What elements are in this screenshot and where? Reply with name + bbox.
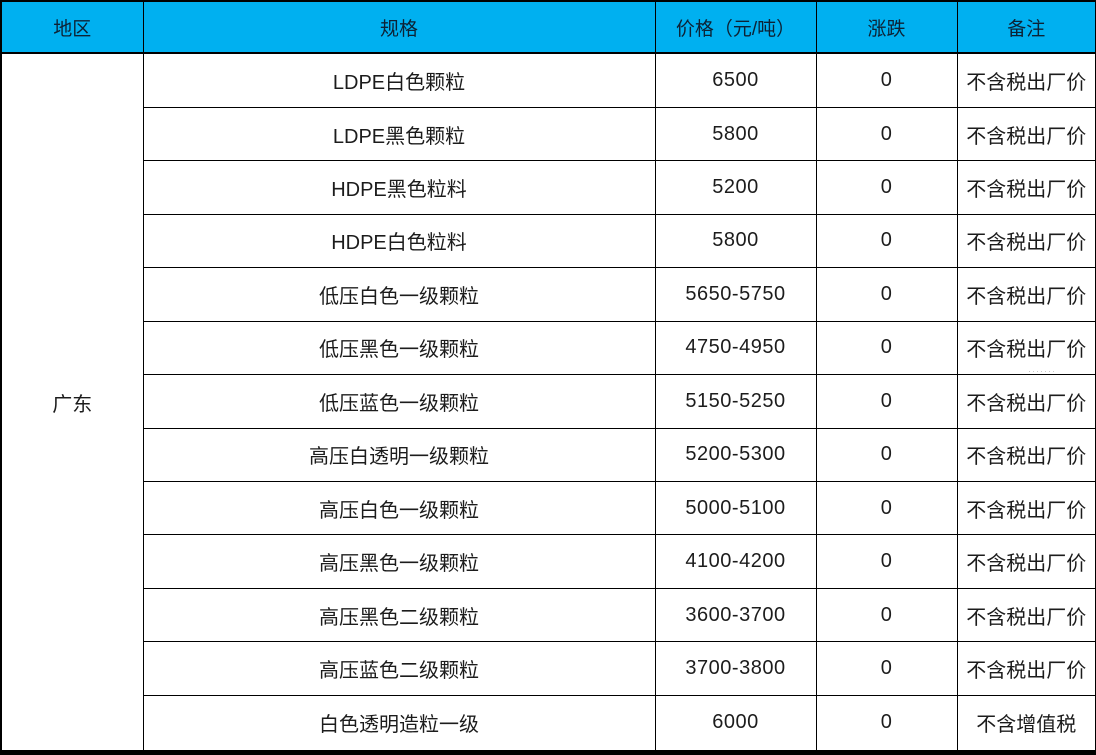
price-cell: 5150-5250 <box>654 374 817 429</box>
note-cell: 不含税出厂价 <box>956 374 1096 429</box>
spec-cell: 白色透明造粒一级 <box>142 694 656 754</box>
price-cell: 5800 <box>654 106 817 162</box>
price-cell: 5800 <box>654 213 817 269</box>
note-cell: 不含税出厂价 <box>956 641 1096 696</box>
price-cell: 6000 <box>654 694 817 754</box>
change-cell: 0 <box>815 427 958 483</box>
table-row: HDPE白色粒料 5800 0 不含税出厂价 <box>1 213 1096 269</box>
note-cell: 不含税出厂价 <box>956 481 1096 536</box>
price-cell: 5200-5300 <box>654 427 817 483</box>
table-row: LDPE黑色颗粒 5800 0 不含税出厂价 <box>1 106 1096 162</box>
note-cell: 不含税出厂价 <box>956 320 1096 376</box>
spec-cell: 高压白色一级颗粒 <box>142 481 656 536</box>
header-price: 价格（元/吨） <box>654 0 817 54</box>
spec-cell: 低压蓝色一级颗粒 <box>142 374 656 429</box>
spec-cell: 高压黑色二级颗粒 <box>142 587 656 643</box>
change-cell: 0 <box>815 481 958 536</box>
note-cell: 不含税出厂价 <box>956 534 1096 589</box>
spec-cell: LDPE白色颗粒 <box>142 52 656 108</box>
table-row: 白色透明造粒一级 6000 0 不含增值税 <box>1 694 1096 754</box>
spec-cell: 高压黑色一级颗粒 <box>142 534 656 589</box>
change-cell: 0 <box>815 160 958 215</box>
region-cell: 广东 <box>0 52 144 753</box>
spec-cell: 高压蓝色二级颗粒 <box>142 641 656 696</box>
spec-cell: 低压黑色一级颗粒 <box>142 320 656 376</box>
change-cell: 0 <box>815 106 958 162</box>
note-cell: 不含增值税 <box>956 694 1096 754</box>
price-cell: 5000-5100 <box>654 481 817 536</box>
spec-cell: 低压白色一级颗粒 <box>142 267 656 322</box>
header-note: 备注 <box>956 0 1096 54</box>
change-cell: 0 <box>815 587 958 643</box>
header-row: 地区 规格 价格（元/吨） 涨跌 备注 <box>0 0 1096 54</box>
header-change: 涨跌 <box>815 0 958 54</box>
price-cell: 4750-4950 <box>654 320 817 376</box>
price-cell: 4100-4200 <box>654 534 817 589</box>
note-cell: 不含税出厂价 <box>956 213 1096 269</box>
header-spec: 规格 <box>142 0 656 54</box>
table-row: 高压黑色一级颗粒 4100-4200 0 不含税出厂价 <box>1 534 1096 589</box>
change-cell: 0 <box>815 267 958 322</box>
spec-cell: HDPE白色粒料 <box>142 213 656 269</box>
table-row: 低压蓝色一级颗粒 5150-5250 0 不含税出厂价 <box>1 374 1096 429</box>
table-row: 低压白色一级颗粒 5650-5750 0 不含税出厂价 <box>1 267 1096 322</box>
spec-cell: 高压白透明一级颗粒 <box>142 427 656 483</box>
table-row: 广东 LDPE白色颗粒 6500 0 不含税出厂价 <box>0 52 1096 753</box>
change-cell: 0 <box>815 320 958 376</box>
change-cell: 0 <box>815 694 958 754</box>
spec-cell: HDPE黑色粒料 <box>142 160 656 215</box>
price-cell: 5650-5750 <box>654 267 817 322</box>
note-cell: 不含税出厂价 <box>956 587 1096 643</box>
table-row: 高压白色一级颗粒 5000-5100 0 不含税出厂价 <box>1 481 1096 536</box>
change-cell: 0 <box>815 534 958 589</box>
price-cell: 6500 <box>654 52 817 108</box>
change-cell: 0 <box>815 52 958 108</box>
table-row: 高压蓝色二级颗粒 3700-3800 0 不含税出厂价 <box>1 641 1096 696</box>
spec-cell: LDPE黑色颗粒 <box>142 106 656 162</box>
note-cell: 不含税出厂价 <box>956 52 1096 108</box>
note-cell: 不含税出厂价 <box>956 267 1096 322</box>
note-cell: 不含税出厂价 <box>956 106 1096 162</box>
table-row: HDPE黑色粒料 5200 0 不含税出厂价 <box>1 160 1096 215</box>
header-region: 地区 <box>0 0 144 54</box>
note-cell: 不含税出厂价 <box>956 160 1096 215</box>
change-cell: 0 <box>815 213 958 269</box>
note-cell: 不含税出厂价 <box>956 427 1096 483</box>
price-cell: 3700-3800 <box>654 641 817 696</box>
price-cell: 5200 <box>654 160 817 215</box>
change-cell: 0 <box>815 641 958 696</box>
table-row: 高压白透明一级颗粒 5200-5300 0 不含税出厂价 <box>1 427 1096 483</box>
table-row: 低压黑色一级颗粒 4750-4950 0 不含税出厂价 <box>1 320 1096 376</box>
table-row: 高压黑色二级颗粒 3600-3700 0 不含税出厂价 <box>1 587 1096 643</box>
price-cell: 3600-3700 <box>654 587 817 643</box>
change-cell: 0 <box>815 374 958 429</box>
